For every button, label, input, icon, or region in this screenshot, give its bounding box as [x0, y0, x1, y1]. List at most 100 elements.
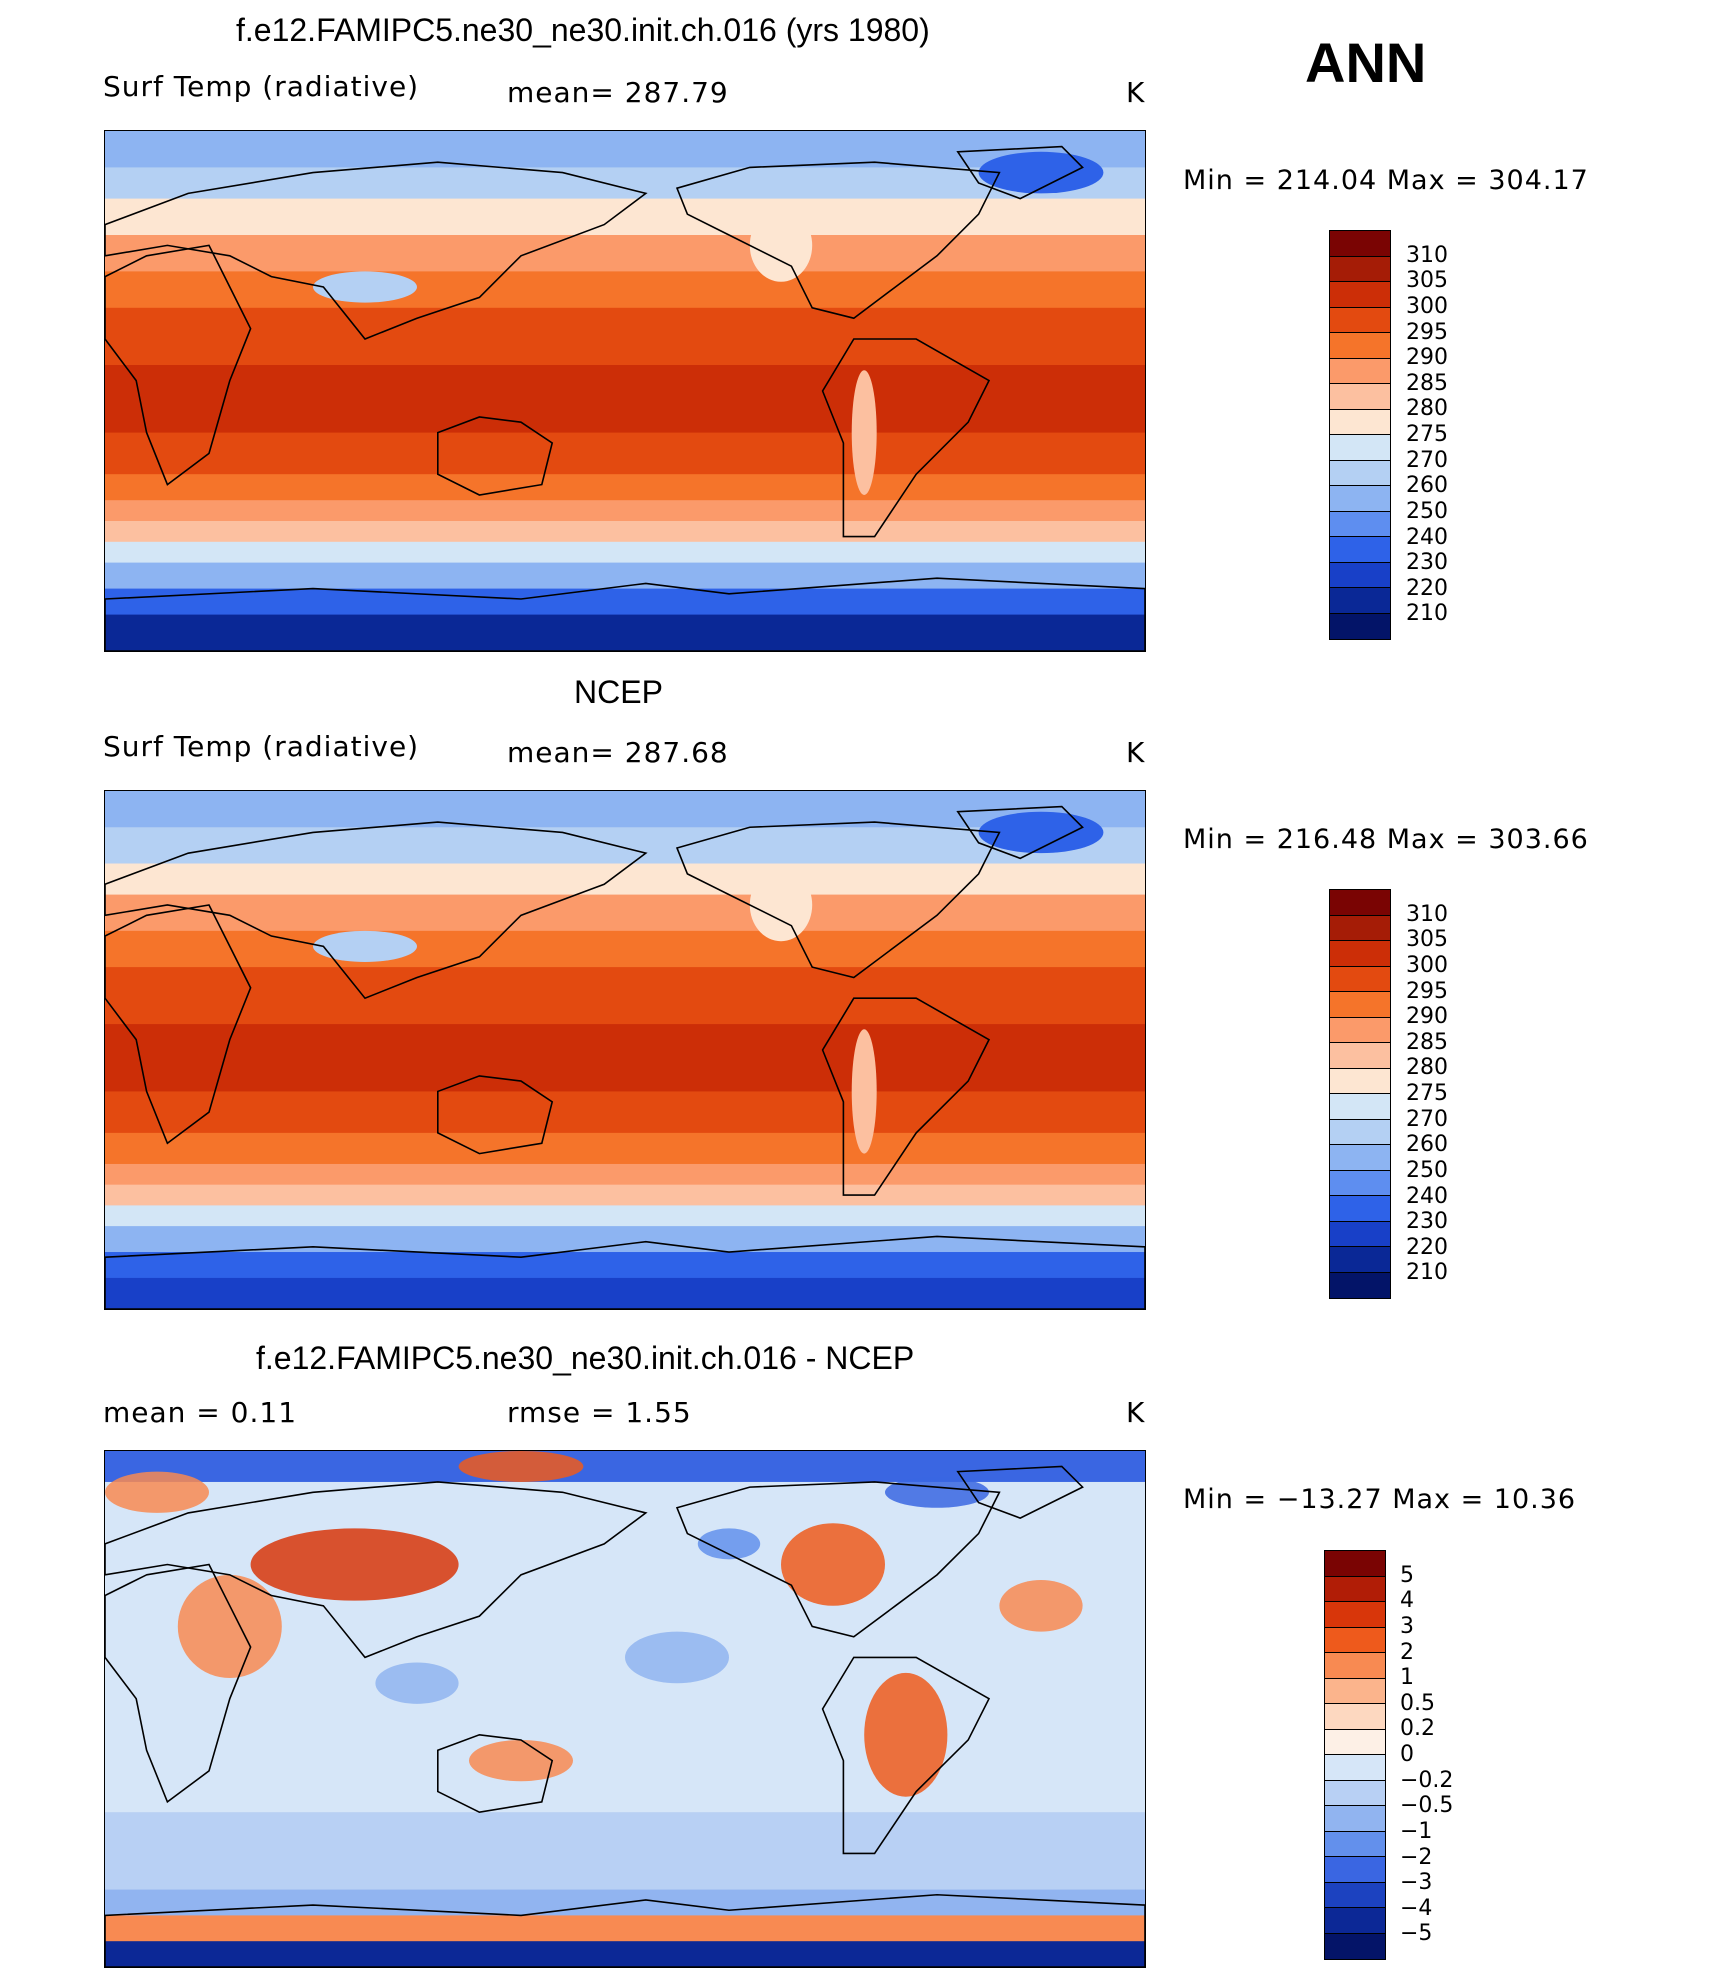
- colorbar-tick-label: 280: [1406, 396, 1448, 422]
- anomaly-blob: [781, 1523, 886, 1606]
- colorbar-swatch: [1325, 1882, 1385, 1908]
- temperature-band: [105, 271, 1145, 309]
- anomaly-blob: [458, 1451, 584, 1482]
- temperature-band: [105, 1277, 1145, 1309]
- coastline: [956, 1465, 1084, 1519]
- colorbar-swatch: [1325, 1755, 1385, 1781]
- colorbar-tick-label: 0: [1400, 1742, 1414, 1767]
- colorbar-tick-label: 2: [1400, 1639, 1414, 1665]
- colorbar-swatch: [1330, 486, 1390, 512]
- colorbar-swatch: [1330, 588, 1390, 614]
- colorbar-swatch: [1330, 460, 1390, 486]
- colorbar-swatch: [1325, 1780, 1385, 1806]
- colorbar-swatch: [1330, 966, 1390, 992]
- anomaly-blob: [375, 1662, 459, 1704]
- colorbar-swatch: [1330, 282, 1390, 308]
- colorbar-swatch: [1325, 1678, 1385, 1704]
- colorbar-swatch: [1330, 1017, 1390, 1043]
- colorbar-tick-label: −1: [1400, 1818, 1433, 1844]
- temperature-band: [105, 1091, 1145, 1134]
- coastline: [105, 1893, 1145, 1967]
- colorbar-tick-label: 290: [1406, 345, 1448, 371]
- colorbar-tick-label: 280: [1406, 1055, 1448, 1081]
- colorbar-tick-label: −0.2: [1400, 1767, 1454, 1793]
- colorbar-swatch: [1330, 409, 1390, 435]
- panel3-map-svg: [105, 1451, 1145, 1967]
- terrain-patch: [978, 811, 1104, 854]
- coastline: [105, 1481, 648, 1659]
- coastline: [105, 577, 1145, 651]
- coastline: [675, 1481, 1001, 1638]
- coastline: [956, 145, 1084, 200]
- panel3-coastlines: [105, 1465, 1145, 1967]
- colorbar-tick-label: 5: [1400, 1562, 1414, 1588]
- colorbar-tick-label: 310: [1406, 901, 1448, 927]
- panel3-map: [104, 1450, 1146, 1968]
- panel3-unit-label: K: [1126, 1396, 1146, 1429]
- colorbar-tick-label: 270: [1406, 1106, 1448, 1132]
- colorbar-swatch: [1325, 1908, 1385, 1934]
- panel2-colorbar: [1329, 889, 1391, 1299]
- temperature-band: [105, 521, 1145, 543]
- colorbar-swatch: [1330, 511, 1390, 537]
- panel2-map-svg: [105, 791, 1145, 1309]
- colorbar-swatch: [1330, 1119, 1390, 1145]
- colorbar-swatch: [1330, 358, 1390, 384]
- colorbar-tick-label: 305: [1406, 927, 1448, 953]
- colorbar-swatch: [1325, 1831, 1385, 1857]
- colorbar-swatch: [1325, 1576, 1385, 1602]
- colorbar-tick-label: 260: [1406, 473, 1448, 499]
- temperature-band: [105, 235, 1145, 273]
- panel1-variable-label: Surf Temp (radiative): [103, 70, 420, 103]
- colorbar-tick-label: 0.2: [1400, 1716, 1435, 1742]
- temperature-band: [105, 1941, 1145, 1967]
- panel1-mean-label: mean= 287.79: [507, 76, 729, 109]
- temperature-band: [105, 1451, 1145, 1483]
- anomaly-blob: [105, 1471, 209, 1513]
- terrain-patch: [313, 930, 417, 962]
- panel2-map: [104, 790, 1146, 1310]
- colorbar-tick-label: 220: [1406, 575, 1448, 601]
- colorbar-swatch: [1330, 1170, 1390, 1196]
- temperature-band: [105, 1812, 1145, 1891]
- colorbar-tick-label: 290: [1406, 1004, 1448, 1030]
- panel1-colorbar-labels: 310 305 300 295 290 285 280 275 270 260 250 240 230 2…: [1406, 230, 1526, 640]
- panel2-coastlines: [105, 805, 1145, 1309]
- terrain-patch: [749, 209, 813, 282]
- colorbar-swatch: [1325, 1729, 1385, 1755]
- temperature-band: [105, 474, 1145, 502]
- anomaly-blob: [885, 1476, 989, 1508]
- colorbar-tick-label: 260: [1406, 1132, 1448, 1158]
- colorbar-swatch: [1330, 890, 1390, 916]
- coastline: [675, 161, 1001, 320]
- temperature-band: [105, 614, 1145, 651]
- coastline: [956, 805, 1084, 860]
- colorbar-swatch: [1325, 1551, 1385, 1577]
- panel2-colorbar-labels: 310 305 300 295 290 285 280 275 270 260 250 240 230 2…: [1406, 889, 1526, 1299]
- colorbar-swatch: [1330, 307, 1390, 333]
- temperature-band: [105, 930, 1145, 969]
- temperature-band: [105, 1163, 1145, 1186]
- colorbar-tick-label: 250: [1406, 1157, 1448, 1183]
- colorbar-tick-label: −5: [1400, 1921, 1433, 1947]
- colorbar-tick-label: 240: [1406, 1183, 1448, 1209]
- temperature-band: [105, 791, 1145, 829]
- panel1-unit-label: K: [1126, 76, 1146, 109]
- coastline: [105, 821, 648, 1000]
- colorbar-swatch: [1330, 333, 1390, 359]
- panel3-rmse-label: rmse = 1.55: [507, 1396, 692, 1429]
- panel3-title: f.e12.FAMIPC5.ne30_ne30.init.ch.016 - NC…: [256, 1340, 915, 1376]
- colorbar-tick-label: 0.5: [1400, 1690, 1435, 1716]
- colorbar-swatch: [1330, 1221, 1390, 1247]
- panel2-title: NCEP: [574, 674, 663, 710]
- coastline: [105, 1235, 1145, 1309]
- anomaly-blob: [864, 1672, 948, 1797]
- colorbar-tick-label: 305: [1406, 268, 1448, 294]
- panel1-coastlines: [105, 145, 1145, 651]
- panel3-colorbar-labels: 5 4 3 2 1 0.5 0.2 0 −0.2 −0.5 −1 −2 −3 −4 −5: [1400, 1550, 1520, 1960]
- panel1-map: [104, 130, 1146, 652]
- colorbar-swatch: [1330, 562, 1390, 588]
- temperature-band: [105, 967, 1145, 1026]
- coastline: [821, 1656, 991, 1855]
- colorbar-tick-label: 275: [1406, 1081, 1448, 1106]
